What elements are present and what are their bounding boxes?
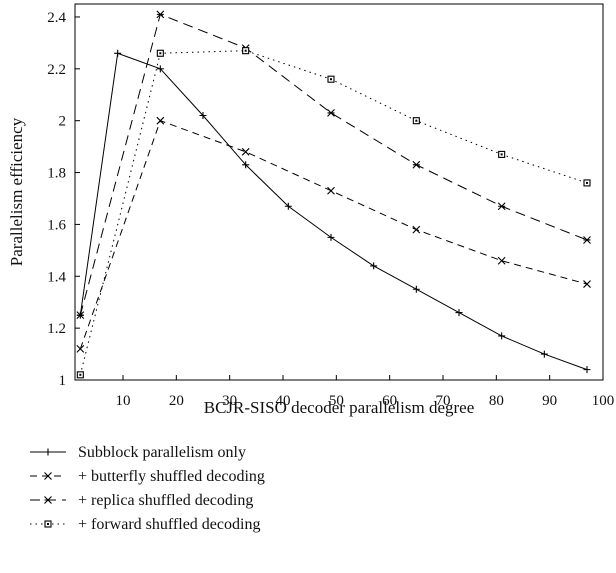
data-point: [156, 116, 165, 125]
x-tick-label: 80: [489, 393, 504, 409]
legend-label: + replica shuffled decoding: [78, 492, 253, 509]
legend-item: + forward shuffled decoding: [30, 516, 260, 533]
series-line: [79, 52, 588, 371]
y-tick-label: 2: [59, 114, 67, 130]
legend-item: Subblock parallelism only: [30, 444, 246, 461]
data-point-core: [415, 119, 418, 122]
legend-item: + butterfly shuffled decoding: [30, 468, 265, 485]
data-point: [156, 10, 165, 19]
data-point: [497, 256, 506, 265]
x-tick-label: 90: [542, 393, 557, 409]
y-tick-label: 1.2: [47, 321, 66, 337]
y-axis-label: Parallelism efficiency: [7, 117, 26, 266]
legend: Subblock parallelism only + butterfly shu…: [30, 444, 265, 533]
data-point: [412, 160, 421, 169]
data-point-core: [330, 78, 332, 81]
plot-area-frame: [74, 3, 604, 381]
legend-marker: [44, 496, 52, 504]
data-point: [498, 332, 506, 340]
x-tick-label: 60: [382, 393, 397, 409]
y-tick-label: 2.2: [47, 62, 66, 78]
data-point: [583, 366, 591, 374]
x-tick-label: 40: [276, 393, 291, 409]
data-point: [327, 186, 335, 195]
legend-marker: [44, 448, 52, 456]
y-tick-label: 1.4: [47, 269, 66, 285]
x-tick-label: 20: [169, 393, 184, 409]
x-tick-label: 10: [116, 393, 131, 409]
data-point: [199, 112, 207, 120]
data-point-core: [244, 49, 247, 52]
series-line: [79, 50, 588, 375]
data-point: [327, 233, 335, 241]
data-point: [370, 262, 378, 270]
x-tick-label: 70: [436, 393, 451, 409]
legend-label: + butterfly shuffled decoding: [78, 468, 265, 485]
data-point: [583, 236, 591, 244]
legend-marker-core: [47, 523, 49, 525]
data-point: [156, 65, 164, 73]
series-1: [76, 49, 591, 374]
legend-label: + forward shuffled decoding: [78, 516, 260, 533]
data-point: [241, 147, 250, 156]
axis-ticks: 10 20 30 40 50 60 70 80 90 100 1 1.2 1.4 1.6 1.8 2 2.2 2.…: [47, 10, 614, 409]
x-tick-label: 30: [222, 393, 237, 409]
legend-marker: [44, 472, 52, 480]
data-point: [412, 225, 421, 234]
data-point: [114, 49, 122, 57]
y-tick-label: 1: [59, 373, 67, 389]
y-tick-label: 2.4: [47, 10, 66, 26]
y-tick-label: 1.8: [47, 166, 66, 182]
data-point: [242, 161, 250, 169]
data-point: [540, 350, 548, 358]
series-4: [76, 47, 591, 379]
data-point: [497, 202, 506, 211]
data-point: [455, 309, 463, 317]
data-point: [284, 202, 292, 210]
series-3: [76, 10, 591, 320]
data-point-core: [79, 373, 82, 376]
series-layer: [76, 10, 591, 379]
data-point: [76, 344, 85, 353]
data-point-core: [586, 181, 588, 184]
data-point-core: [500, 153, 503, 156]
series-2: [76, 116, 591, 353]
x-axis-label: BCJR-SISO decoder parallelism degree: [204, 398, 475, 417]
x-tick-label: 100: [592, 393, 615, 409]
data-point: [327, 109, 335, 117]
legend-item: + replica shuffled decoding: [30, 492, 253, 509]
series-line: [79, 13, 588, 316]
series-line: [79, 120, 588, 350]
data-point: [583, 280, 591, 288]
data-point-core: [159, 52, 162, 55]
x-tick-label: 50: [329, 393, 344, 409]
data-point: [412, 285, 420, 293]
y-tick-label: 1.6: [47, 217, 66, 233]
legend-label: Subblock parallelism only: [78, 444, 246, 461]
data-point: [76, 311, 85, 320]
